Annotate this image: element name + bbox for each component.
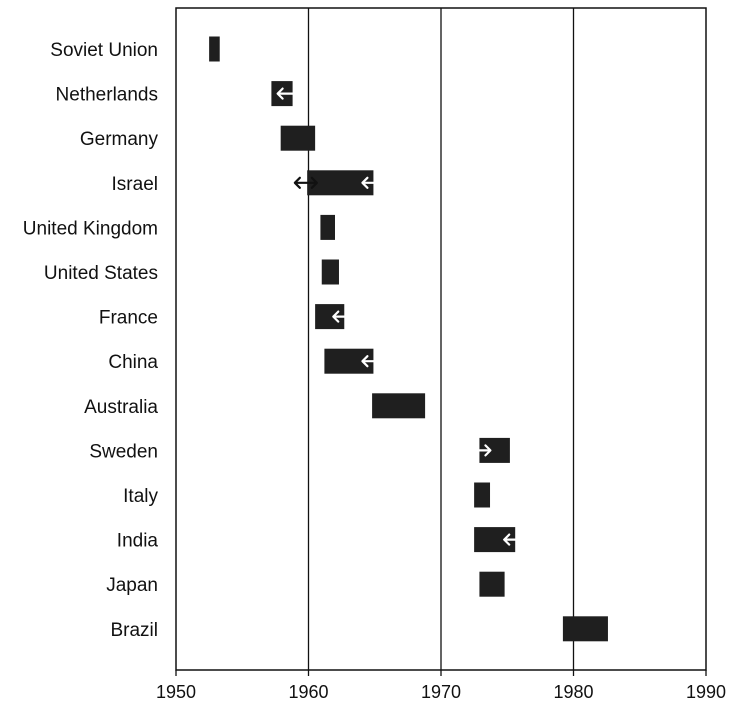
range-arrows xyxy=(276,87,528,546)
bar-germany xyxy=(280,125,316,151)
x-tick-label-1980: 1980 xyxy=(553,682,593,702)
bar-united-kingdom xyxy=(320,214,335,240)
arrow-netherlands-0 xyxy=(276,87,301,100)
category-label-india: India xyxy=(117,531,159,552)
arrow-india-0 xyxy=(503,533,528,546)
arrow-israel-1 xyxy=(361,176,386,189)
category-labels: Soviet Union Netherlands Germany Israel Unit… xyxy=(23,40,159,641)
x-tick-label-1950: 1950 xyxy=(156,682,196,702)
category-label-netherlands: Netherlands xyxy=(56,85,158,106)
x-tick-label-1990: 1990 xyxy=(686,682,726,702)
category-label-germany: Germany xyxy=(80,129,159,150)
x-tick-label-1960: 1960 xyxy=(288,682,328,702)
bar-united-states xyxy=(321,259,339,285)
bar-australia xyxy=(372,393,426,419)
bar-italy xyxy=(474,482,491,508)
bar-brazil xyxy=(562,616,608,642)
category-label-china: China xyxy=(108,352,158,373)
category-label-israel: Israel xyxy=(112,174,158,195)
category-label-australia: Australia xyxy=(84,397,158,418)
x-tick-label-1970: 1970 xyxy=(421,682,461,702)
category-label-japan: Japan xyxy=(106,575,158,596)
bar-soviet-union xyxy=(209,36,220,62)
category-label-france: France xyxy=(99,308,158,329)
gridlines xyxy=(307,8,575,670)
arrow-china-0 xyxy=(361,355,386,368)
x-axis-ticks: 1950 1960 1970 1980 1990 xyxy=(156,670,726,702)
category-label-sweden: Sweden xyxy=(89,441,158,462)
arrow-sweden-0 xyxy=(467,444,492,457)
category-label-brazil: Brazil xyxy=(110,620,158,641)
category-label-united-kingdom: United Kingdom xyxy=(23,218,158,239)
bar-japan xyxy=(479,571,505,597)
category-label-united-states: United States xyxy=(44,263,158,284)
category-label-soviet-union: Soviet Union xyxy=(50,40,158,61)
arrow-france-0 xyxy=(332,310,357,323)
arrow-israel-0 xyxy=(293,176,318,189)
category-label-italy: Italy xyxy=(123,486,158,507)
range-bars xyxy=(209,36,608,642)
